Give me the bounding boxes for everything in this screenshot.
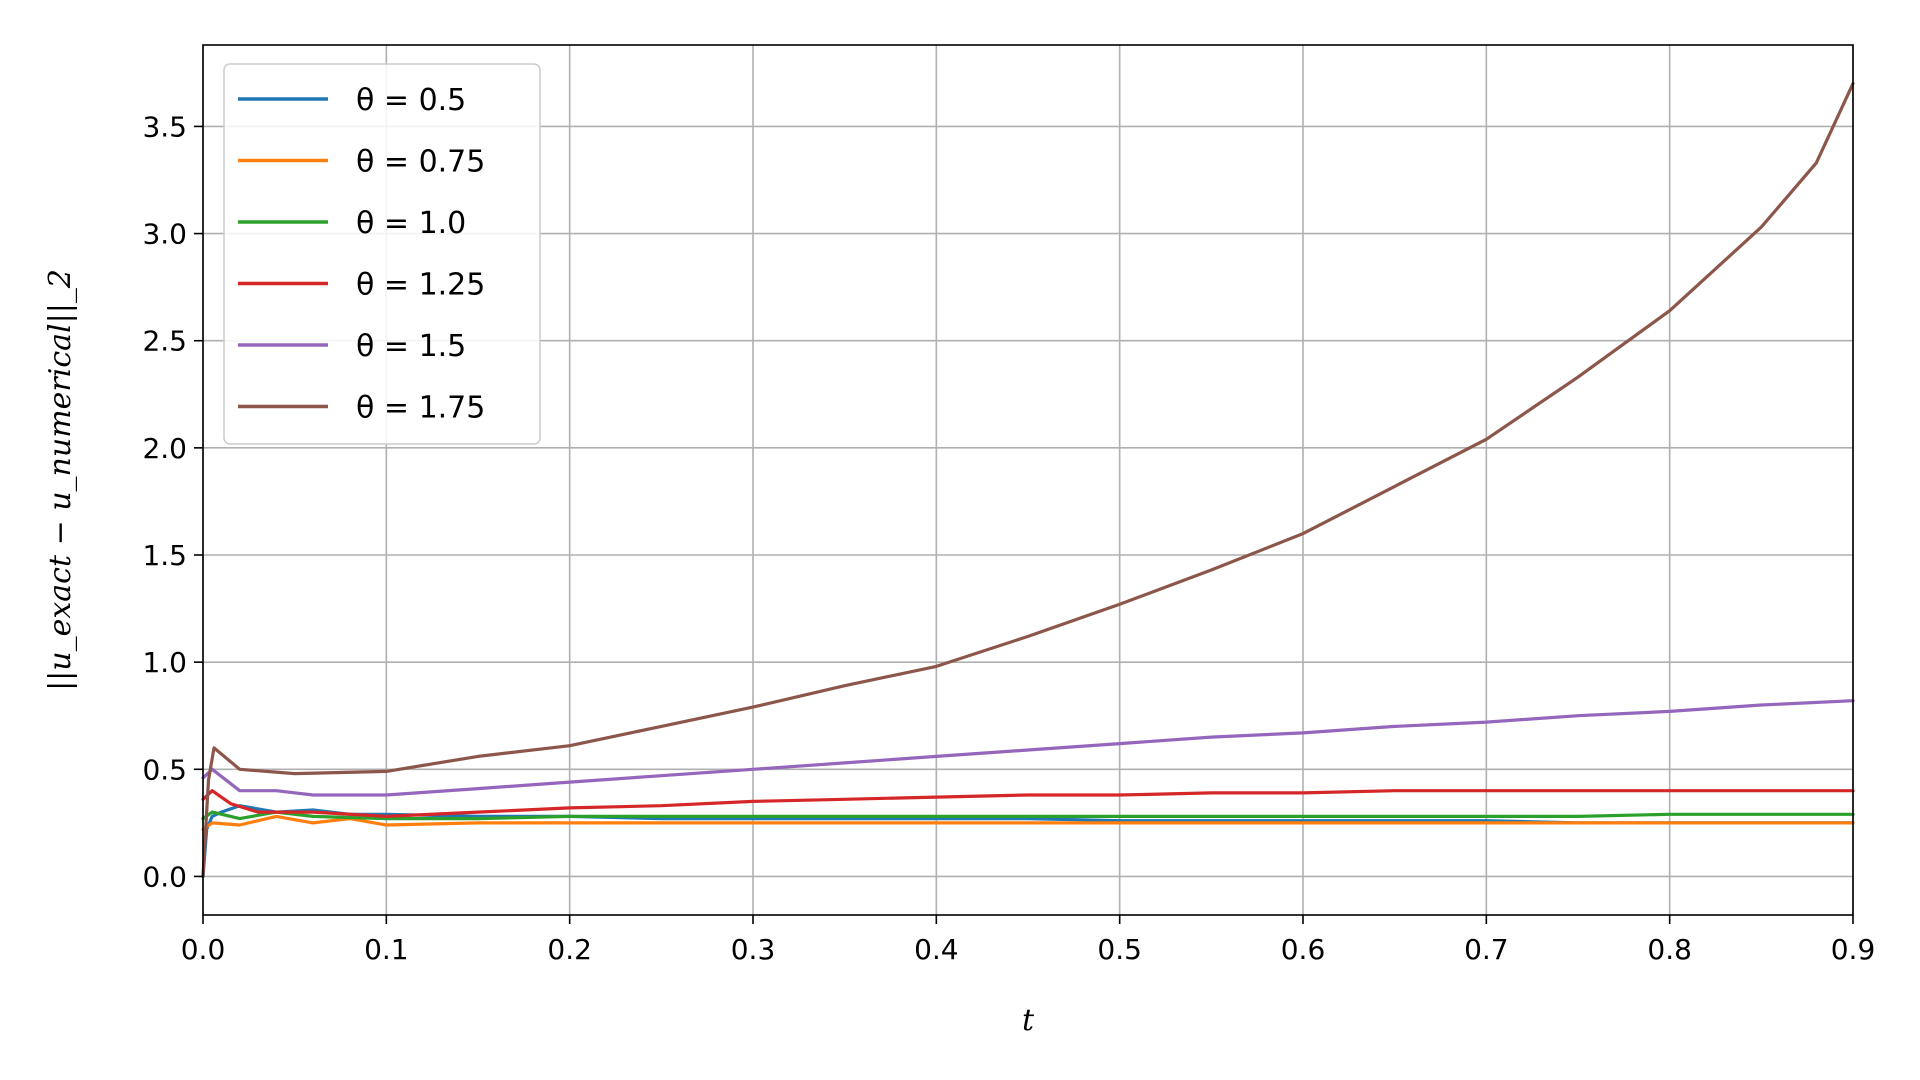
legend-label-0: θ = 0.5 [356,83,466,118]
y-tick-label: 0.5 [142,753,187,786]
series-line-5 [201,82,1855,878]
series-line-3 [201,789,1855,818]
x-tick-label: 0.0 [181,933,226,966]
y-tick-label: 1.5 [142,539,187,572]
legend: θ = 0.5 θ = 0.75 θ = 1.0 θ = 1.25 θ = 1.5 θ =… [223,63,541,445]
y-tick-label: 1.0 [142,646,187,679]
y-axis-label: ||u_exact − u_numerical||_2 [43,269,78,691]
series-line-2 [201,810,1855,821]
y-axis: 0.0 0.5 1.0 1.5 2.0 2.5 3.0 3.5 [142,110,203,893]
x-tick-label: 0.4 [914,933,959,966]
x-axis: 0.0 0.1 0.2 0.3 0.4 0.5 0.6 0.7 0.8 0.9 [181,915,1876,966]
y-tick-label: 0.0 [142,860,187,893]
legend-label-5: θ = 1.75 [356,391,485,426]
y-tick-label: 3.5 [142,110,187,143]
legend-box [223,63,541,445]
legend-label-1: θ = 0.75 [356,145,485,180]
series-line-4 [201,699,1855,797]
series-lines [201,82,1855,878]
legend-label-3: θ = 1.25 [356,268,485,303]
legend-label-4: θ = 1.5 [356,329,466,364]
x-tick-label: 0.8 [1647,933,1692,966]
x-tick-label: 0.7 [1464,933,1509,966]
series-line-1 [201,814,1855,831]
x-axis-label: t [1022,1003,1035,1038]
y-tick-label: 2.5 [142,325,187,358]
legend-label-2: θ = 1.0 [356,206,466,241]
x-tick-label: 0.2 [547,933,592,966]
plot-frame [202,44,1854,916]
x-tick-label: 0.3 [731,933,776,966]
x-tick-label: 0.9 [1831,933,1876,966]
y-tick-label: 3.0 [142,218,187,251]
x-tick-label: 0.1 [364,933,409,966]
x-tick-label: 0.5 [1097,933,1142,966]
y-tick-label: 2.0 [142,432,187,465]
x-tick-label: 0.6 [1281,933,1326,966]
